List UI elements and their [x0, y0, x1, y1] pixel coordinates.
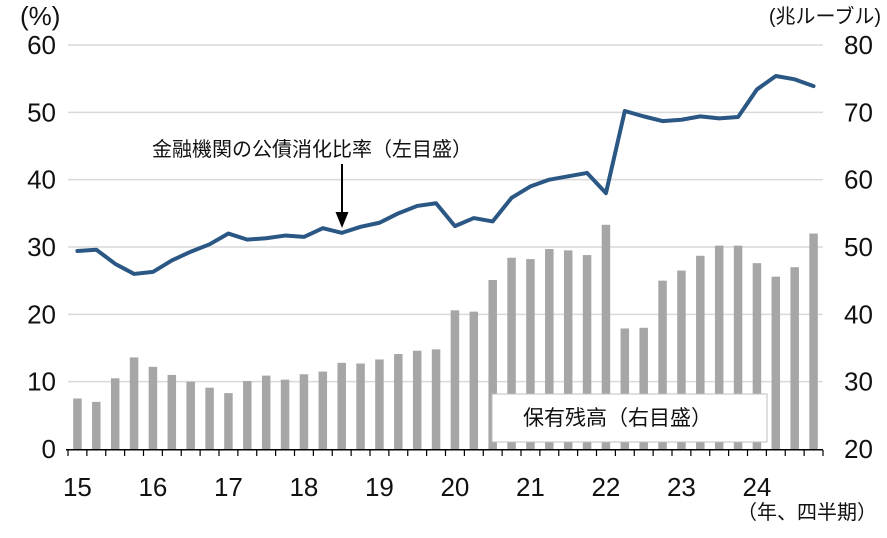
year-label-23: 23	[667, 472, 696, 502]
right-tick-label: 70	[844, 97, 873, 127]
bar-16Q4	[205, 387, 214, 449]
bar-15Q1	[73, 398, 82, 449]
line-annotation: 金融機関の公債消化比率（左目盛）	[152, 138, 472, 228]
bars-legend-box	[491, 393, 768, 443]
bar-22Q2	[620, 328, 630, 449]
line-series	[75, 73, 816, 276]
bar-18Q1	[299, 374, 309, 449]
bar-16Q3	[186, 381, 195, 449]
year-label-24: 24	[742, 472, 771, 502]
bar-19Q2	[394, 354, 403, 449]
year-label-16: 16	[138, 472, 167, 502]
bar-series	[73, 224, 818, 449]
left-tick-label: 60	[27, 30, 56, 60]
right-axis-unit: (兆ルーブル)	[769, 4, 881, 28]
bar-17Q2	[243, 380, 252, 449]
left-tick-label: 20	[27, 299, 56, 329]
bar-24Q3	[790, 267, 799, 449]
right-tick-label: 80	[844, 30, 873, 60]
left-tick-label: 0	[42, 434, 56, 464]
bar-19Q1	[375, 359, 384, 449]
bar-24Q4	[809, 233, 818, 449]
year-label-19: 19	[365, 472, 394, 502]
left-tick-label: 50	[27, 97, 56, 127]
bar-24Q1	[752, 263, 762, 449]
left-tick-label: 30	[27, 232, 56, 262]
bar-22Q4	[658, 280, 667, 449]
right-tick-label: 60	[844, 165, 873, 195]
bar-18Q3	[337, 362, 346, 449]
bar-21Q4	[582, 255, 592, 449]
annotation-arrow-head	[335, 212, 349, 228]
bar-17Q3	[261, 375, 271, 449]
bar-22Q3	[639, 327, 648, 449]
right-tick-label: 40	[844, 299, 873, 329]
x-axis	[66, 448, 824, 456]
bar-21Q2	[545, 249, 554, 449]
left-tick-label: 40	[27, 165, 56, 195]
year-label-20: 20	[440, 472, 469, 502]
bar-16Q1	[148, 366, 158, 449]
bar-18Q4	[356, 363, 365, 449]
bar-15Q4	[129, 357, 139, 449]
bar-22Q1	[601, 224, 611, 449]
bar-21Q1	[526, 259, 535, 449]
left-axis-tick-labels: 0 10 20 30 40 50 60	[27, 30, 56, 464]
bar-24Q2	[771, 276, 781, 449]
bar-19Q3	[412, 350, 422, 449]
bar-20Q4	[507, 257, 516, 449]
year-label-21: 21	[516, 472, 545, 502]
left-axis-unit: (%)	[20, 1, 60, 31]
right-tick-label: 50	[844, 232, 873, 262]
year-label-17: 17	[214, 472, 243, 502]
bars-legend: 保有残高（右目盛）	[491, 393, 768, 443]
bar-15Q2	[92, 401, 101, 449]
bar-21Q3	[563, 250, 573, 449]
bar-23Q3	[714, 245, 724, 449]
bar-23Q2	[696, 255, 705, 449]
year-label-15: 15	[63, 472, 92, 502]
bar-17Q1	[224, 393, 233, 449]
x-axis-year-labels: 15 16 17 18 19 20 21 22 23 24	[63, 472, 771, 502]
bar-20Q1	[450, 310, 460, 449]
bar-16Q2	[167, 374, 177, 449]
bar-20Q3	[488, 279, 497, 449]
bar-17Q4	[280, 379, 290, 449]
bar-23Q1	[677, 270, 686, 449]
right-axis-tick-labels: 20 30 40 50 60 70 80	[844, 30, 873, 464]
left-tick-label: 10	[27, 367, 56, 397]
year-label-18: 18	[289, 472, 318, 502]
bar-18Q2	[318, 371, 328, 449]
bars-legend-label: 保有残高（右目盛）	[523, 407, 712, 430]
right-tick-label: 20	[844, 434, 873, 464]
bar-15Q3	[110, 378, 120, 449]
x-axis-note: （年、四半期）	[737, 501, 877, 524]
bar-19Q4	[431, 349, 441, 449]
right-tick-label: 30	[844, 367, 873, 397]
bar-23Q4	[733, 245, 743, 449]
line-annotation-label: 金融機関の公債消化比率（左目盛）	[152, 138, 472, 161]
year-label-22: 22	[591, 472, 620, 502]
bar-20Q2	[469, 311, 479, 449]
